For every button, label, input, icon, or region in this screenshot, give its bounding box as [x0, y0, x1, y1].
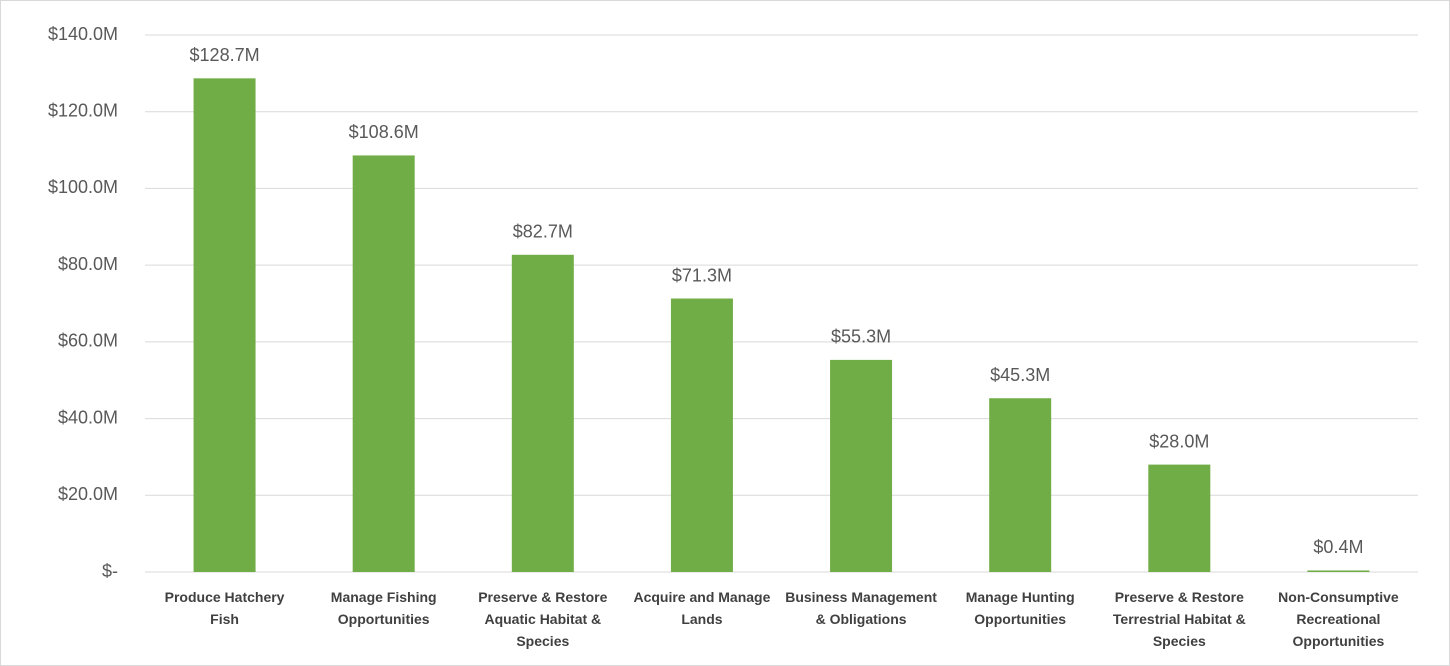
x-tick-label: Preserve & Restore Aquatic Habitat & Spe… — [478, 589, 608, 649]
bar — [830, 359, 893, 572]
y-tick-label: $120.0M — [48, 100, 118, 120]
bar — [352, 155, 415, 573]
x-tick-label: Produce Hatchery Fish — [164, 589, 285, 627]
x-tick-label: Preserve & Restore Terrestrial Habitat &… — [1112, 589, 1246, 649]
y-tick-label: $40.0M — [58, 407, 118, 427]
x-tick-label: Acquire and Manage Lands — [633, 589, 771, 627]
x-tick-label: Non-Consumptive Recreational Opportuniti… — [1278, 589, 1399, 649]
y-tick-label: $140.0M — [48, 24, 118, 44]
bar — [1307, 570, 1370, 572]
y-tick-label: $- — [102, 561, 118, 581]
x-tick-label: Manage Hunting Opportunities — [965, 589, 1075, 627]
data-label: $45.3M — [990, 365, 1050, 385]
data-label: $82.7M — [513, 222, 573, 242]
y-tick-label: $20.0M — [58, 484, 118, 504]
x-tick-label: Business Management & Obligations — [785, 589, 937, 627]
x-tick-label: Manage Fishing Opportunities — [330, 589, 437, 627]
data-label: $0.4M — [1313, 537, 1363, 557]
bar — [193, 78, 256, 573]
data-label: $108.6M — [349, 122, 419, 142]
bar — [989, 398, 1052, 572]
data-label: $71.3M — [672, 265, 732, 285]
y-tick-label: $60.0M — [58, 331, 118, 351]
data-label: $55.3M — [831, 327, 891, 347]
data-label: $28.0M — [1149, 431, 1209, 451]
data-label: $128.7M — [190, 45, 260, 65]
bar — [670, 298, 733, 572]
y-tick-label: $80.0M — [58, 254, 118, 274]
bar — [511, 254, 574, 572]
y-tick-label: $100.0M — [48, 177, 118, 197]
bar — [1148, 464, 1211, 572]
